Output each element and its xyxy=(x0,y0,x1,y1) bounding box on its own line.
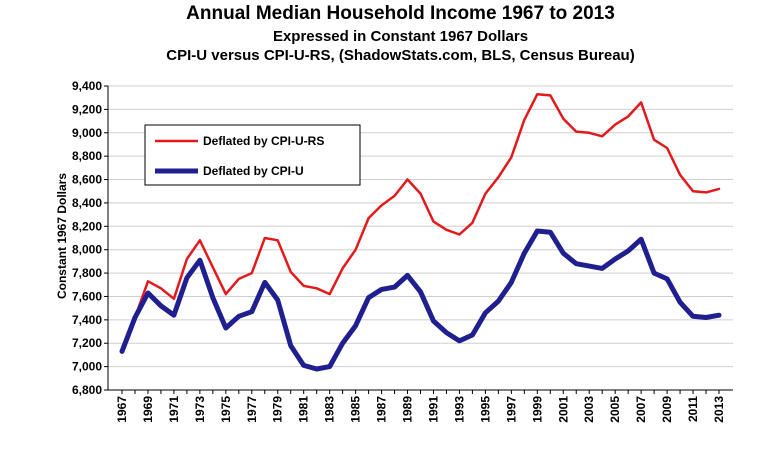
y-tick-label: 8,600 xyxy=(72,173,102,187)
x-tick-label: 2005 xyxy=(608,396,622,423)
x-tick-label: 1991 xyxy=(426,396,440,423)
chart-subtitle-1: Expressed in Constant 1967 Dollars xyxy=(272,28,529,45)
y-tick-label: 9,400 xyxy=(72,79,102,93)
y-tick-label: 8,000 xyxy=(72,243,102,257)
y-tick-label: 6,800 xyxy=(72,383,102,397)
x-tick-label: 1973 xyxy=(193,396,207,423)
x-tick-label: 1969 xyxy=(141,396,155,423)
y-axis-label: Constant 1967 Dollars xyxy=(55,173,69,299)
legend: Deflated by CPI-U-RS Deflated by CPI-U xyxy=(144,124,361,186)
x-tick-label: 1985 xyxy=(349,396,363,423)
x-tick-label: 1977 xyxy=(245,396,259,423)
x-tick-label: 2003 xyxy=(582,396,596,423)
y-tick-label: 8,800 xyxy=(72,149,102,163)
chart-subtitle-2: CPI-U versus CPI-U-RS, (ShadowStats.com,… xyxy=(166,47,635,64)
y-tick-label: 8,200 xyxy=(72,219,102,233)
chart-title: Annual Median Household Income 1967 to 2… xyxy=(186,3,615,24)
y-tick-label: 9,000 xyxy=(72,126,102,140)
y-tick-label: 7,600 xyxy=(72,289,102,303)
x-tick-label: 1999 xyxy=(530,396,544,423)
x-tick-label: 1983 xyxy=(323,396,337,423)
y-tick-label: 8,400 xyxy=(72,196,102,210)
x-tick-label: 1993 xyxy=(452,396,466,423)
x-tick-label: 1995 xyxy=(478,396,492,423)
x-tick-label: 2011 xyxy=(686,396,700,422)
legend-box xyxy=(144,124,361,186)
y-tick-label: 7,800 xyxy=(72,266,102,280)
legend-label-cpi-u-rs: Deflated by CPI-U-RS xyxy=(203,134,324,148)
series-line-cpi-u xyxy=(119,228,722,372)
x-tick-label: 2009 xyxy=(660,396,674,423)
x-tick-label: 1981 xyxy=(297,396,311,423)
y-tick-label: 9,200 xyxy=(72,102,102,116)
x-tick-label: 1967 xyxy=(115,396,129,423)
x-tick-label: 1971 xyxy=(167,396,181,423)
y-tick-label: 7,400 xyxy=(72,313,102,327)
y-tick-label: 7,200 xyxy=(72,336,102,350)
x-tick-label: 2007 xyxy=(634,396,648,423)
x-tick-label: 1989 xyxy=(401,396,415,423)
x-tick-label: 2001 xyxy=(556,396,570,423)
series-layer xyxy=(119,92,722,372)
legend-label-cpi-u: Deflated by CPI-U xyxy=(203,164,304,178)
axis-layer: 6,800 7,000 7,200 7,400 7,600 7,800 8,000 8,200… xyxy=(72,79,733,423)
x-tick-label: 1979 xyxy=(271,396,285,423)
x-tick-label: 1997 xyxy=(504,396,518,423)
x-tick-label: 1975 xyxy=(219,396,233,423)
x-tick-label: 2013 xyxy=(712,396,726,423)
y-tick-label: 7,000 xyxy=(72,360,102,374)
x-tick-label: 1987 xyxy=(375,396,389,423)
